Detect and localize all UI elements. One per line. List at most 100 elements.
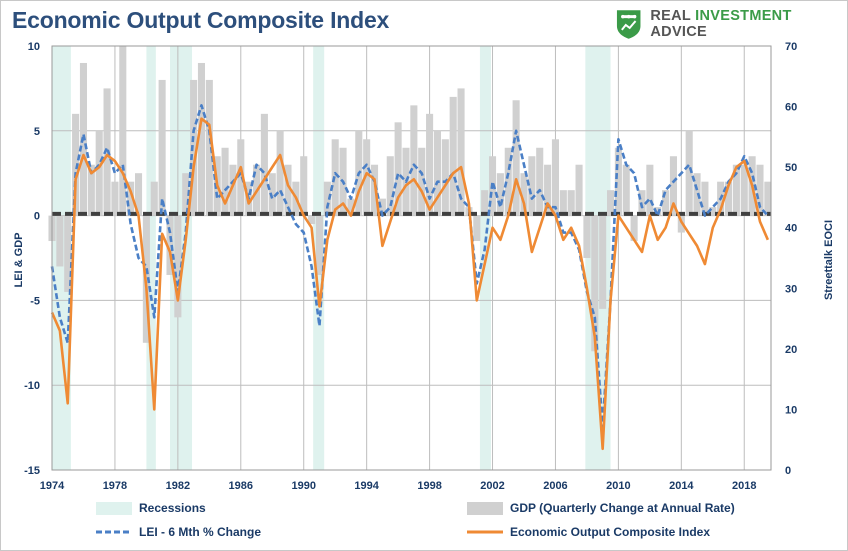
gdp-bar-50 [441,139,449,216]
eoci-series-line [50,117,770,451]
brand-prefix: REAL [650,8,696,24]
gdp-bar-9 [119,46,127,216]
gdp-bar-15 [166,215,174,275]
gdp-bar-35 [323,181,331,216]
gdp-bar-66 [567,190,575,216]
gdp-bar-33 [308,215,316,225]
x-tick-label-7: 2002 [480,480,504,492]
gdp-bar-32 [300,156,308,216]
gdp-bar-62 [536,147,544,216]
y-left-tick-label-0: 10 [28,41,40,53]
gdp-bar-23 [229,164,237,216]
gdp-bar-46 [410,105,418,216]
legend-label-2: LEI - 6 Mth % Change [139,525,261,539]
x-tick-label-6: 1998 [417,480,441,492]
gdp-bar-1 [56,215,64,267]
x-tick-label-4: 1990 [291,480,315,492]
gdp-bar-5 [87,164,95,216]
gdp-bar-11 [134,173,143,216]
y-right-tick-label-6: 10 [785,404,797,416]
gdp-bar-14 [158,79,166,216]
x-tick-label-5: 1994 [354,480,379,492]
y-left-tick-label-1: 5 [34,126,40,138]
gdp-bar-88 [740,164,748,216]
page-title: Economic Output Composite Index [12,7,390,33]
gdp-bar-10 [127,181,135,216]
gdp-bar-29 [276,130,284,216]
y-right-tick-label-0: 70 [785,41,797,53]
gdp-bar-27 [260,113,268,216]
gdp-bar-63 [544,164,552,216]
gdp-bar-60 [520,173,528,216]
gdp-bar-2 [64,215,72,292]
gdp-bar-43 [386,156,394,216]
axes [51,45,772,471]
gdp-bar-49 [433,130,441,216]
gdp-bar-47 [418,147,426,216]
gdp-bar-76 [646,164,654,216]
gdp-bar-16 [174,215,182,318]
brand-accent: INVESTMENT [695,8,792,24]
gdp-bar-34 [315,215,324,275]
gdp-bars [48,46,772,352]
gdp-bar-58 [504,147,512,216]
y-right-tick-label-5: 20 [785,344,797,356]
recession-bands [52,46,611,470]
gdp-bar-44 [394,122,402,216]
y-right-tick-label-1: 60 [785,102,797,114]
x-tick-label-11: 2018 [732,480,756,492]
gdp-bar-71 [606,190,615,216]
gdp-bar-69 [591,215,599,352]
x-tick-label-0: 1974 [40,480,65,492]
gdp-bar-6 [95,130,103,216]
y-left-tick-label-3: -5 [30,295,40,307]
gdp-bar-18 [190,79,198,216]
gdp-bar-81 [685,130,693,216]
legend-label-0: Recessions [139,501,206,515]
recession-band-1 [146,46,156,470]
gdp-bar-61 [528,156,536,216]
gdp-bar-73 [622,164,630,216]
gdp-bar-84 [709,207,717,216]
x-tick-label-9: 2010 [606,480,630,492]
y-axis-left-label: LEI & GDP [13,232,25,287]
gdp-bar-67 [575,164,583,216]
gdp-bar-79 [669,156,677,216]
y-left-tick-label-2: 0 [34,211,40,223]
gdp-bar-8 [111,181,119,216]
y-right-tick-label-4: 30 [785,283,797,295]
y-right-tick-label-3: 40 [785,223,797,235]
y-right-tick-label-2: 50 [785,162,797,174]
gdp-bar-72 [614,147,622,216]
gdp-bar-87 [732,164,740,216]
plot-area-border [51,45,772,471]
lei-series-line [50,104,769,429]
brand-name: REAL INVESTMENT ADVICE [650,8,848,40]
gdp-bar-83 [701,181,709,216]
brand-suffix: ADVICE [650,24,707,40]
gdp-bar-42 [378,198,386,216]
gdp-bar-90 [756,164,764,216]
gdp-bar-68 [583,215,591,258]
gdp-bar-74 [630,215,638,242]
series-lines [50,104,770,451]
gdp-bar-40 [363,139,371,216]
gdp-bar-51 [449,96,457,216]
brand-logo: REAL INVESTMENT ADVICE [614,7,848,41]
gdp-bar-17 [182,173,190,216]
y-left-tick-label-5: -15 [24,465,40,477]
gdp-bar-13 [150,181,158,216]
gdp-bar-48 [426,113,434,216]
x-tick-label-8: 2006 [543,480,567,492]
x-tick-label-10: 2014 [669,480,694,492]
y-right-tick-label-7: 0 [785,465,791,477]
legend-label-1: GDP (Quarterly Change at Annual Rate) [510,501,735,515]
gdp-bar-3 [72,113,80,216]
gdp-bar-19 [197,62,206,216]
legend-swatch-gdp [467,502,503,515]
gdp-bar-57 [496,173,504,216]
gdp-bar-78 [662,190,670,216]
legend-label-3: Economic Output Composite Index [510,525,710,539]
gdp-bar-59 [512,100,520,216]
gdp-bar-55 [481,190,489,216]
